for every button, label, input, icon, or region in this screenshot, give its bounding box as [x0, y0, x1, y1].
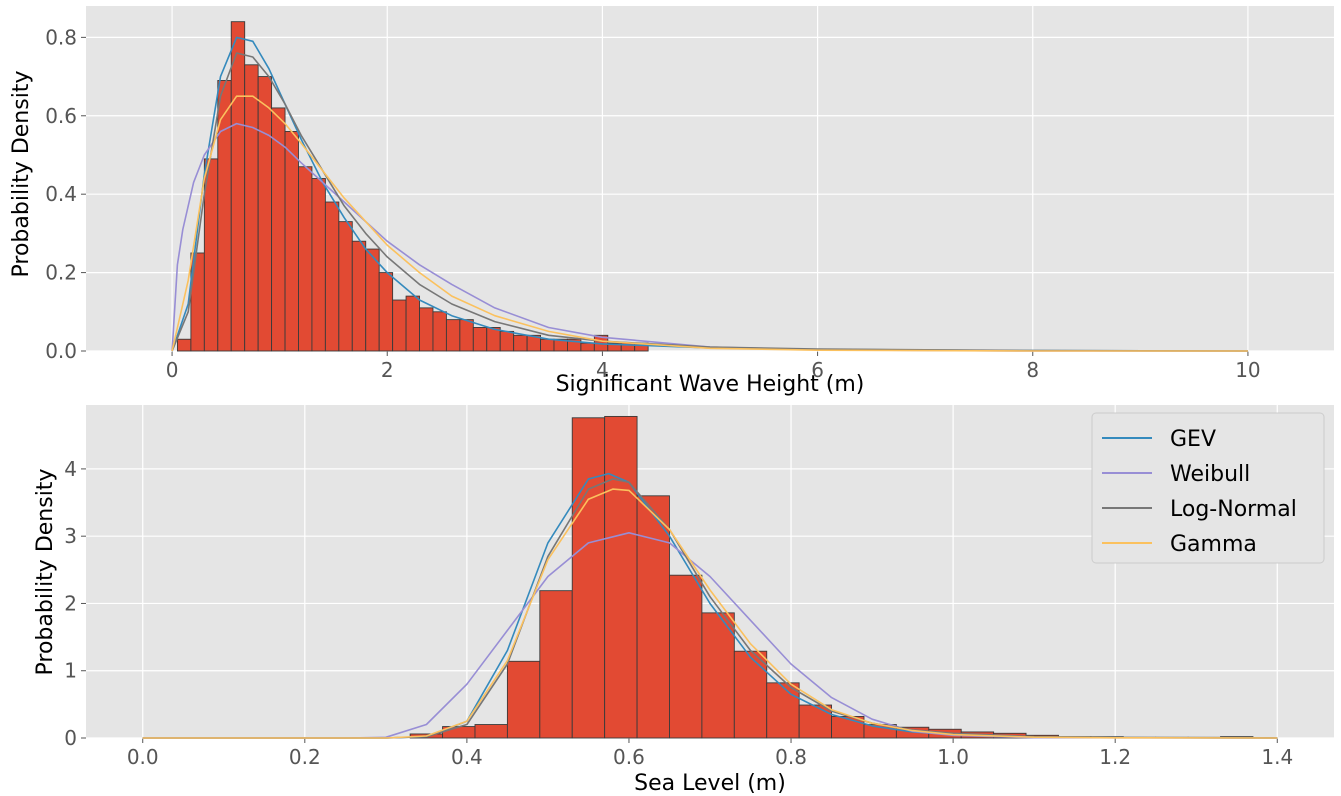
wave-height-y-tick-label: 0.4 — [45, 182, 77, 206]
wave-height-histogram-bar — [432, 311, 447, 352]
wave-height-histogram-bar — [472, 327, 488, 352]
wave-height-fitted-curves — [171, 36, 1248, 352]
wave-height-x-tick-label: 4 — [596, 358, 609, 382]
wave-height-histogram-bar — [459, 319, 474, 352]
wave-height-histogram-bar — [486, 327, 501, 352]
wave-height-histogram-bar — [311, 178, 326, 352]
sea-level-x-tick-label: 0.4 — [451, 745, 483, 769]
wave-height-histogram-bar — [244, 64, 259, 352]
wave-height-weibull-curve — [171, 122, 1248, 352]
wave-height-histogram-bar — [378, 272, 394, 352]
sea-level-y-tick-label: 3 — [64, 524, 77, 548]
legend: GEV Weibull Log-Normal Gamma — [1091, 412, 1325, 564]
wave-height-histogram-bar — [445, 319, 461, 352]
legend-label-gamma: Gamma — [1170, 532, 1257, 557]
wave-height-histogram-bar — [298, 166, 313, 352]
wave-height-histogram-bar — [203, 158, 219, 352]
sea-level-histogram-bar — [636, 495, 670, 739]
wave-height-histogram-bar — [176, 338, 192, 352]
sea-level-x-tick-label: 0.6 — [613, 745, 645, 769]
sea-level-histogram-bar — [604, 415, 638, 739]
legend-label-gev: GEV — [1170, 427, 1216, 452]
wave-height-tick-labels: 0 2 4 6 8 10 0.0 0.2 0.4 0.6 0.8 — [45, 25, 1260, 382]
wave-height-histogram-bar — [580, 342, 595, 352]
sea-level-fitted-curves — [142, 472, 1278, 739]
legend-box — [1091, 412, 1325, 564]
sea-level-histogram-bar — [798, 704, 833, 739]
wave-height-x-tick-label: 2 — [381, 358, 394, 382]
sea-level-histogram — [409, 415, 1254, 739]
wave-height-histogram-bar — [392, 299, 407, 352]
sea-level-histogram-bar — [669, 574, 703, 739]
wave-height-histogram — [176, 21, 649, 352]
wave-height-y-tick-label: 0.0 — [45, 339, 77, 363]
wave-height-panel: 0 2 4 6 8 10 0.0 0.2 0.4 0.6 0.8 Significant Wave … — [9, 6, 1334, 397]
sea-level-x-tick-label: 0.2 — [289, 745, 321, 769]
sea-level-x-tick-label: 0.0 — [127, 745, 159, 769]
wave-height-y-tick-label: 0.2 — [45, 261, 77, 285]
wave-height-histogram-bar — [230, 21, 246, 352]
sea-level-gamma-curve — [142, 488, 1278, 739]
sea-level-x-tick-label: 1.4 — [1261, 745, 1293, 769]
wave-height-y-tick-label: 0.8 — [45, 25, 77, 49]
sea-level-y-tick-label: 4 — [64, 457, 77, 481]
sea-level-panel: 0.0 0.2 0.4 0.6 0.8 1.0 1.2 1.4 0 1 2 3 4 Sea Level … — [33, 405, 1334, 796]
wave-height-x-tick-label: 8 — [1026, 358, 1039, 382]
sea-level-histogram-bar — [506, 660, 541, 739]
wave-height-x-axis-label: Significant Wave Height (m) — [556, 372, 865, 397]
wave-height-histogram-bar — [540, 338, 555, 352]
wave-height-y-tick-label: 0.6 — [45, 104, 77, 128]
sea-level-x-tick-label: 1.2 — [1099, 745, 1131, 769]
wave-height-y-axis-label: Probability Density — [9, 71, 34, 278]
wave-height-x-tick-label: 0 — [166, 358, 179, 382]
sea-level-x-tick-label: 0.8 — [775, 745, 807, 769]
wave-height-histogram-bar — [499, 330, 515, 352]
wave-height-gev-curve — [171, 36, 1248, 352]
wave-height-histogram-bar — [324, 201, 340, 352]
wave-height-histogram-bar — [405, 295, 420, 352]
sea-level-histogram-bar — [474, 724, 508, 739]
wave-height-histogram-bar — [271, 107, 286, 352]
wave-height-histogram-bar — [338, 221, 353, 352]
wave-height-x-tick-label: 6 — [811, 358, 824, 382]
wave-height-histogram-bar — [513, 334, 528, 352]
legend-label-log-normal: Log-Normal — [1170, 497, 1297, 522]
wave-height-gridlines — [81, 6, 1334, 356]
sea-level-histogram-bar — [701, 612, 735, 739]
sea-level-y-tick-label: 2 — [64, 591, 77, 615]
sea-level-histogram-bar — [733, 650, 768, 739]
sea-level-y-tick-label: 0 — [64, 726, 77, 750]
sea-level-y-axis-label: Probability Density — [33, 469, 58, 676]
sea-level-y-tick-label: 1 — [64, 659, 77, 683]
wave-height-histogram-bar — [257, 76, 273, 352]
sea-level-histogram-bar — [766, 682, 800, 739]
sea-level-tick-labels: 0.0 0.2 0.4 0.6 0.8 1.0 1.2 1.4 0 1 2 3 4 — [64, 457, 1293, 769]
wave-height-histogram-bar — [419, 307, 434, 352]
wave-height-x-tick-label: 10 — [1235, 358, 1260, 382]
sea-level-histogram-bar — [539, 590, 573, 739]
wave-height-histogram-bar — [365, 248, 380, 352]
sea-level-x-axis-label: Sea Level (m) — [634, 771, 786, 796]
wave-height-histogram-bar — [351, 240, 367, 352]
sea-level-x-tick-label: 1.0 — [937, 745, 969, 769]
sea-level-histogram-bar — [571, 417, 606, 739]
legend-label-weibull: Weibull — [1170, 462, 1250, 487]
wave-height-gamma-curve — [171, 95, 1248, 352]
wave-height-histogram-bar — [284, 131, 299, 352]
sea-level-log-normal-curve — [142, 478, 1278, 739]
